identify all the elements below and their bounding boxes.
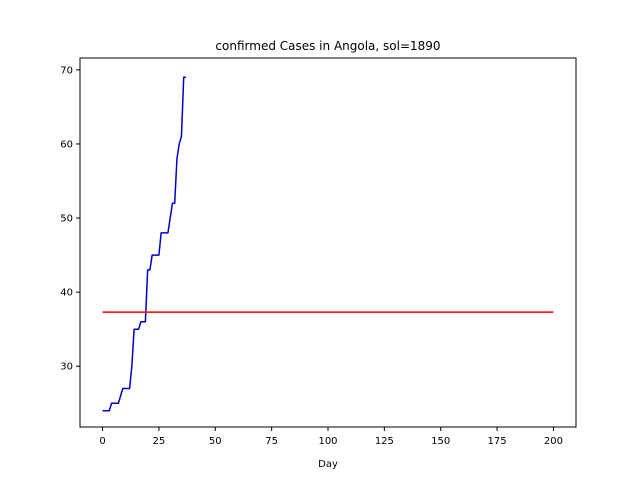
series-line-0 (102, 76, 186, 412)
x-tick-label: 50 (209, 436, 222, 447)
y-tick-label: 70 (60, 65, 73, 76)
x-axis: 0 25 50 75 100 125 150 175 200 (99, 427, 563, 447)
x-tick-label: 100 (318, 436, 337, 447)
y-tick-label: 40 (60, 288, 73, 299)
x-tick-label: 0 (99, 436, 105, 447)
y-axis: 30 40 50 60 70 (60, 65, 80, 373)
y-tick-label: 50 (60, 214, 73, 225)
x-tick-label: 175 (488, 436, 507, 447)
series-layer (102, 76, 554, 412)
x-tick-label: 125 (375, 436, 394, 447)
x-tick-label: 150 (431, 436, 450, 447)
x-tick-label: 200 (544, 436, 563, 447)
y-tick-label: 30 (60, 362, 73, 373)
x-tick-label: 25 (153, 436, 166, 447)
x-tick-label: 75 (265, 436, 278, 447)
y-tick-label: 60 (60, 139, 73, 150)
chart-title: confirmed Cases in Angola, sol=1890 (215, 39, 440, 53)
x-axis-label: Day (318, 459, 338, 470)
